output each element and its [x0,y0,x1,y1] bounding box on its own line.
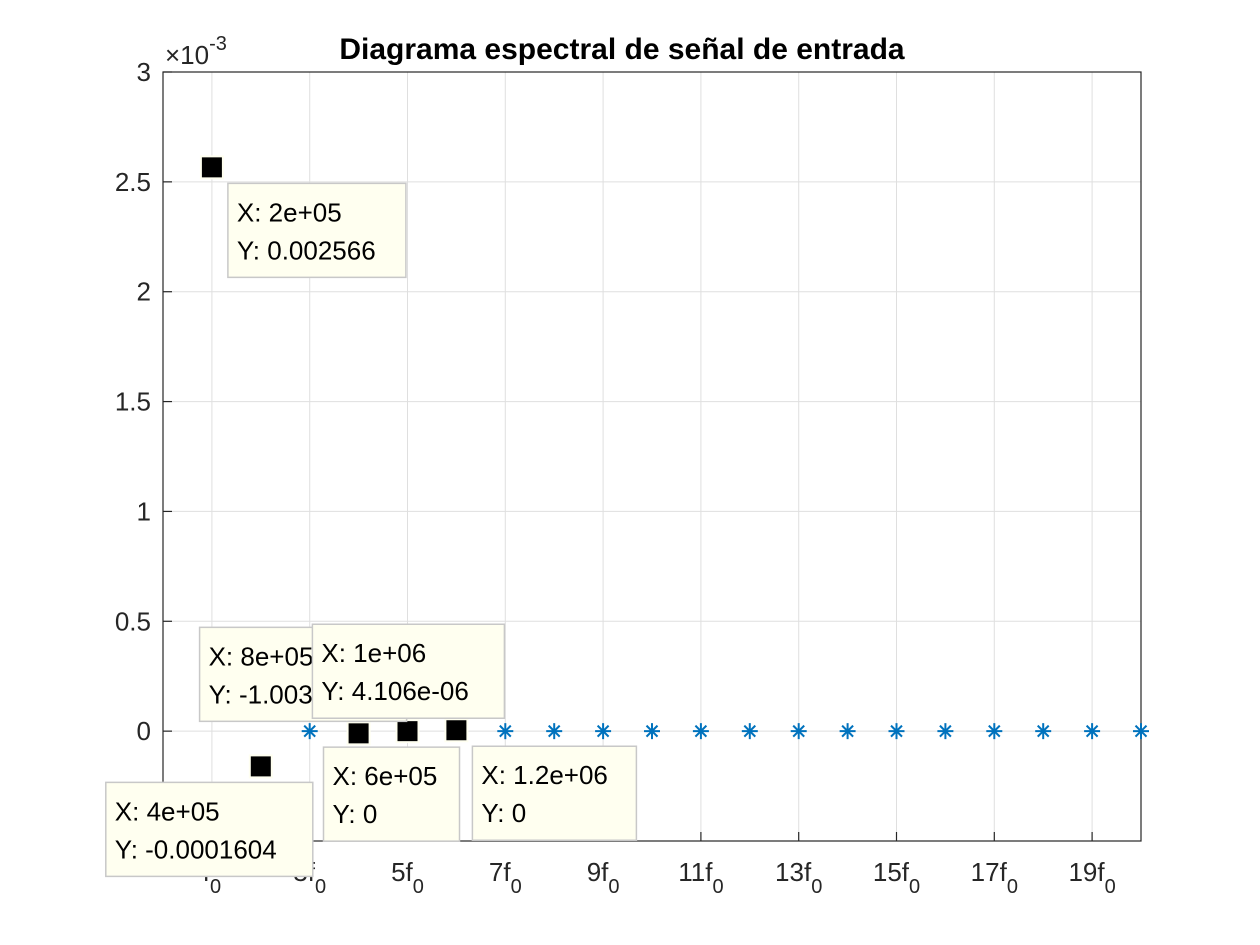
asterisk-marker [497,723,514,740]
marker-stroke [890,724,903,738]
marker-stroke [841,724,854,738]
datatip-x-text: X: 1.2e+06 [481,760,608,790]
datatip-marker [444,718,469,743]
x-tick-label: 19f0 [1068,857,1115,898]
data-markers [199,155,1149,779]
x-tick-label: 5f0 [391,857,424,898]
marker-stroke [743,724,757,738]
marker-stroke [645,724,659,738]
datatip-x-text: X: 4e+05 [115,796,220,826]
asterisk-marker [1133,723,1149,740]
marker-stroke [1085,724,1099,738]
datatip-marker [395,719,420,744]
y-tick-label: 1 [137,496,151,526]
x-axis-ticks: f03f05f07f09f011f013f015f017f019f0 [203,832,1116,898]
x-tick-label: 17f0 [971,857,1018,898]
asterisk-marker [741,723,758,740]
y-tick-label: 1.5 [115,387,151,417]
datatip[interactable]: X: 1.2e+06 Y: 0 [471,745,638,841]
asterisk-marker [595,723,612,740]
x-tick-label: 11f0 [678,857,723,898]
marker-stroke [1134,724,1148,738]
marker-stroke [303,724,316,738]
asterisk-marker [888,723,905,740]
x-tick-label: 7f0 [489,857,522,898]
x-tick-label: 15f0 [873,857,920,898]
x-tick-label: 13f0 [775,857,822,898]
asterisk-marker [301,723,318,740]
y-tick-label: 3 [137,57,151,87]
datatip-box [311,623,506,719]
y-tick-label: 0.5 [115,606,151,636]
asterisk-marker [937,723,954,740]
marker-stroke [694,724,708,738]
datatip-marker [248,754,273,779]
marker-stroke [988,724,1001,738]
datatip-box [322,746,461,842]
datatip-y-text: Y: 0.002566 [237,235,376,265]
datatip-box [105,781,314,878]
datatip[interactable]: X: 2e+05 Y: 0.002566 [227,182,407,279]
marker-stroke [1036,724,1050,738]
marker-stroke [499,724,512,738]
datatip-y-text: Y: 0 [333,799,378,829]
marker-stroke [547,724,561,738]
chart-title: Diagrama espectral de señal de entrada [339,33,905,66]
asterisk-marker [986,723,1003,740]
datatip-y-text: Y: 0 [481,798,526,828]
asterisk-marker [546,723,563,740]
y-tick-label: 2 [137,277,151,307]
y-exponent-text: ×10-3 [165,33,227,70]
datatip-x-text: X: 2e+05 [237,197,342,227]
x-tick-label: 9f0 [587,857,620,898]
datatip-box [227,182,407,279]
asterisk-marker [839,723,856,740]
asterisk-marker [790,723,807,740]
datatip[interactable]: X: 6e+05 Y: 0 [322,746,461,842]
marker-stroke [596,724,610,738]
datatip-x-text: X: 6e+05 [333,761,438,791]
asterisk-marker [1084,723,1101,740]
axes-box [162,71,1142,842]
y-exponent-label: ×10-3 [165,33,227,70]
y-tick-label: 0 [137,716,151,746]
datatip-x-text: X: 1e+06 [321,638,426,668]
marker-stroke [792,724,805,738]
datatip-marker [346,721,371,746]
marker-stroke [939,724,952,738]
datatip-marker [199,155,224,180]
datatip[interactable]: X: 4e+05 Y: -0.0001604 [105,781,314,878]
datatip-box [471,745,638,841]
asterisk-marker [692,723,709,740]
datatip-x-text: X: 8e+05 [209,641,314,671]
datatip-y-text: Y: -0.0001604 [115,834,277,864]
asterisk-marker [644,723,660,740]
asterisk-marker [1035,723,1052,740]
y-tick-label: 2.5 [115,167,151,197]
datatip-y-text: Y: 4.106e-06 [321,676,468,706]
datatip[interactable]: X: 1e+06 Y: 4.106e-06 [311,623,506,719]
y-axis-ticks: 0 0.5 1 1.5 2 2.5 3 [115,57,172,746]
